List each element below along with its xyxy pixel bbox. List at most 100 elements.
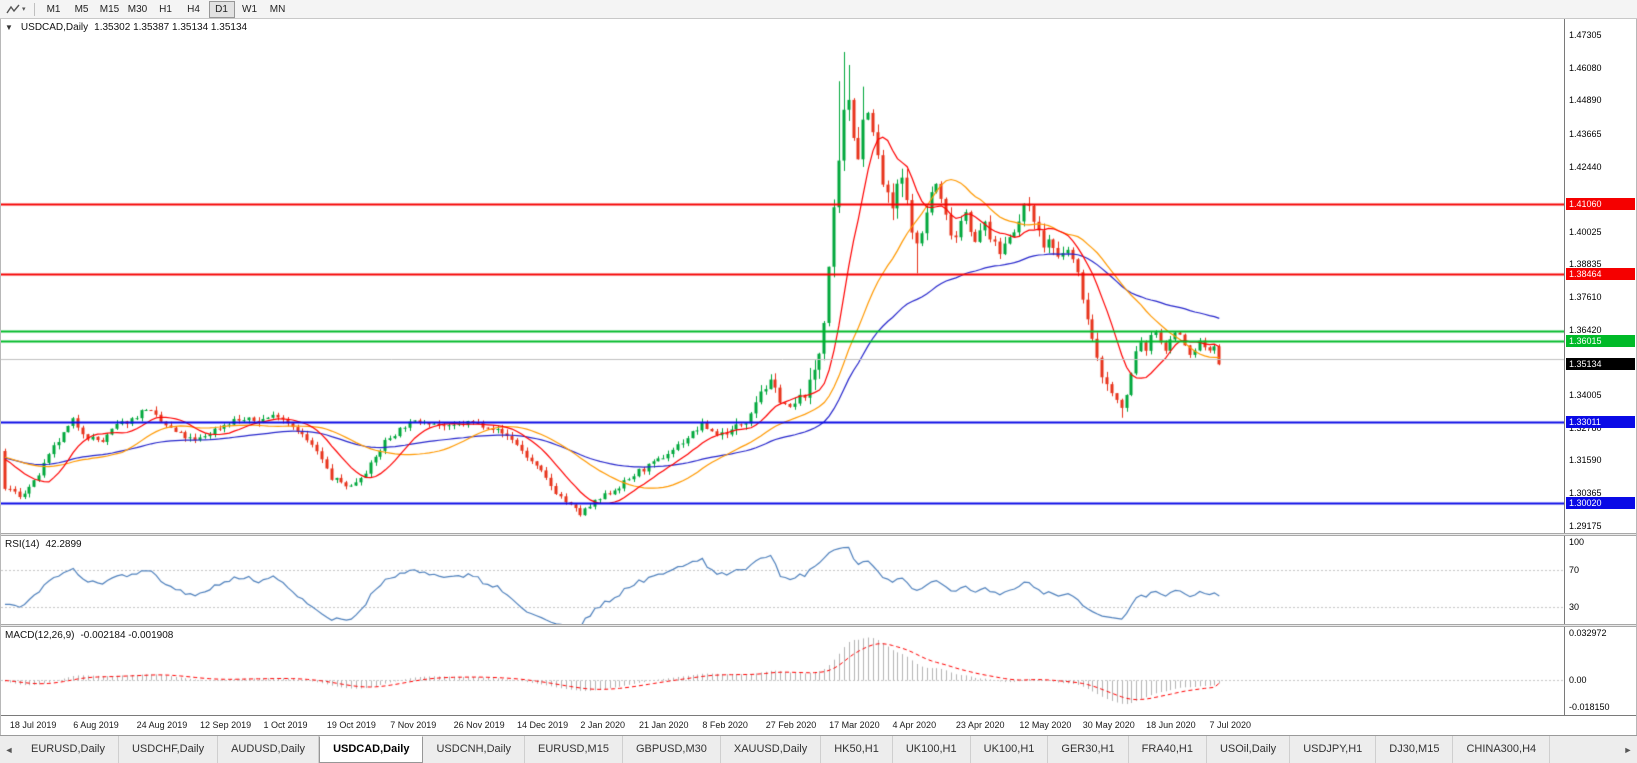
- date-axis-label: 12 Sep 2019: [200, 720, 252, 730]
- timeframe-button-h1[interactable]: H1: [159, 3, 172, 15]
- timeframe-button-h4[interactable]: H4: [187, 3, 200, 15]
- chevron-down-icon: ▾: [22, 5, 26, 13]
- chart-tab-uk100-h1[interactable]: UK100,H1: [893, 736, 971, 763]
- tabs-scroll-right-icon[interactable]: ►: [1623, 744, 1633, 755]
- chart-tool-button[interactable]: ▾: [3, 1, 29, 18]
- chart-tab-usdcnh-daily[interactable]: USDCNH,Daily: [423, 736, 526, 763]
- date-axis-label: 18 Jun 2020: [1146, 720, 1196, 730]
- chart-window: ▼ USDCAD,Daily 1.35302 1.35387 1.35134 1…: [0, 19, 1637, 735]
- timeframe-button-group: M1 M5 M15 M30 H1 H4 D1 W1 MN: [40, 0, 292, 18]
- chart-tab-ger30-h1[interactable]: GER30,H1: [1048, 736, 1129, 763]
- price-axis-tick: 1.29175: [1569, 520, 1602, 531]
- price-axis-tick: 1.40025: [1569, 227, 1602, 238]
- chart-tab-audusd-daily[interactable]: AUDUSD,Daily: [218, 736, 320, 763]
- date-axis-label: 2 Jan 2020: [580, 720, 625, 730]
- panel-splitter-rsi[interactable]: [1, 533, 1636, 536]
- price-axis-tick: 1.32780: [1569, 423, 1602, 434]
- price-axis-tick: 1.30365: [1569, 488, 1602, 499]
- macd-label: MACD(12,26,9) -0.002184 -0.001908: [5, 630, 173, 641]
- macd-axis-tick: 0.00: [1569, 675, 1587, 686]
- one-click-trading-toggle[interactable]: ▼: [5, 23, 13, 32]
- rsi-axis-tick: 70: [1569, 565, 1580, 576]
- rsi-indicator-value: 42.2899: [45, 539, 82, 550]
- date-axis-label: 8 Feb 2020: [702, 720, 748, 730]
- date-axis-label: 23 Apr 2020: [955, 720, 1005, 730]
- timeframe-button-m30[interactable]: M30: [127, 3, 148, 15]
- price-axis-tick: 1.44890: [1569, 95, 1602, 106]
- chart-tab-eurusd-m15[interactable]: EURUSD,M15: [525, 736, 623, 763]
- price-axis-tick: 1.37610: [1569, 292, 1602, 303]
- macd-indicator-name: MACD(12,26,9): [5, 630, 75, 641]
- chart-tab-usdchf-daily[interactable]: USDCHF,Daily: [119, 736, 219, 763]
- chart-tabs: EURUSD,Daily USDCHF,Daily AUDUSD,Daily USDC…: [18, 736, 1619, 763]
- chart-tab-fra40-h1[interactable]: FRA40,H1: [1129, 736, 1207, 763]
- chart-tab-usdjpy-h1[interactable]: USDJPY,H1: [1290, 736, 1377, 763]
- rsi-canvas[interactable]: [1, 536, 1564, 624]
- date-axis-label: 18 Jul 2019: [9, 720, 57, 730]
- date-axis-label: 12 May 2020: [1019, 720, 1072, 730]
- hline-price-marker: 1.36015: [1566, 334, 1635, 347]
- toolbar-separator: [33, 2, 35, 16]
- timeframe-button-m1[interactable]: M1: [46, 3, 61, 15]
- timeframe-button-d1[interactable]: D1: [208, 0, 235, 18]
- date-axis-label: 19 Oct 2019: [326, 720, 376, 730]
- macd-axis-tick: 0.032972: [1569, 627, 1607, 638]
- price-axis-tick: 1.38835: [1569, 259, 1602, 270]
- rsi-axis-tick: 30: [1569, 602, 1580, 613]
- chart-tab-usoil-daily[interactable]: USOil,Daily: [1207, 736, 1291, 763]
- date-axis-label: 21 Jan 2020: [638, 720, 689, 730]
- periodicity-toolbar: ▾ M1 M5 M15 M30 H1 H4 D1 W1 MN: [0, 0, 1637, 19]
- tabs-scroll-left-icon[interactable]: ◄: [4, 744, 14, 755]
- rsi-axis-tick: 100: [1569, 537, 1585, 548]
- date-axis-label: 14 Dec 2019: [517, 720, 569, 730]
- rsi-indicator-name: RSI(14): [5, 539, 40, 550]
- date-axis-label: 1 Oct 2019: [263, 720, 308, 730]
- rsi-indicator-panel: RSI(14) 42.2899 100 70 30: [1, 536, 1636, 624]
- timeframe-button-mn[interactable]: MN: [269, 3, 286, 15]
- macd-axis[interactable]: 0.032972 0.00 -0.018150: [1564, 627, 1636, 715]
- chart-tab-dj30-m15[interactable]: DJ30,M15: [1376, 736, 1454, 763]
- rsi-label: RSI(14) 42.2899: [5, 539, 82, 550]
- panel-splitter-macd[interactable]: [1, 624, 1636, 627]
- chart-title: ▼ USDCAD,Daily 1.35302 1.35387 1.35134 1…: [5, 22, 247, 33]
- hline-price-marker: 1.41060: [1566, 198, 1635, 211]
- chart-tab-xauusd-daily[interactable]: XAUUSD,Daily: [721, 736, 822, 763]
- timeframe-button-m5[interactable]: M5: [74, 3, 89, 15]
- hline-price-marker: 1.30020: [1566, 496, 1635, 509]
- date-axis-label: 7 Nov 2019: [390, 720, 437, 730]
- date-axis-label: 30 May 2020: [1082, 720, 1135, 730]
- date-axis-label: 4 Apr 2020: [892, 720, 937, 730]
- date-axis[interactable]: 18 Jul 2019 6 Aug 2019 24 Aug 2019 12 Sep 2…: [1, 715, 1636, 735]
- date-axis-label: 7 Jul 2020: [1209, 720, 1252, 730]
- zigzag-line-icon: [6, 4, 20, 14]
- hline-price-marker: 1.33011: [1566, 415, 1635, 428]
- price-axis[interactable]: 1.47305 1.46080 1.44890 1.43665 1.42440 1.400…: [1564, 19, 1636, 533]
- chart-tab-china300-h4[interactable]: CHINA300,H4: [1453, 736, 1551, 763]
- chart-tab-gbpusd-m30[interactable]: GBPUSD,M30: [623, 736, 721, 763]
- macd-canvas[interactable]: [1, 627, 1564, 715]
- chart-tab-usdcad-daily[interactable]: USDCAD,Daily: [319, 736, 424, 763]
- macd-indicator-values: -0.002184 -0.001908: [80, 630, 174, 641]
- price-axis-tick: 1.31590: [1569, 455, 1602, 466]
- date-axis-label: 6 Aug 2019: [73, 720, 119, 730]
- current-price-marker: 1.35134: [1566, 358, 1635, 371]
- hline-price-marker: 1.38464: [1566, 268, 1635, 281]
- price-axis-tick: 1.34005: [1569, 389, 1602, 400]
- price-axis-tick: 1.42440: [1569, 161, 1602, 172]
- price-axis-tick: 1.46080: [1569, 63, 1602, 74]
- date-axis-label: 17 Mar 2020: [829, 720, 880, 730]
- date-axis-label: 27 Feb 2020: [765, 720, 817, 730]
- chart-tab-eurusd-daily[interactable]: EURUSD,Daily: [18, 736, 119, 763]
- date-axis-label: 26 Nov 2019: [453, 720, 505, 730]
- price-chart-panel: ▼ USDCAD,Daily 1.35302 1.35387 1.35134 1…: [1, 19, 1636, 533]
- timeframe-button-w1[interactable]: W1: [242, 3, 258, 15]
- price-axis-tick: 1.36420: [1569, 324, 1602, 335]
- price-axis-tick: 1.43665: [1569, 128, 1602, 139]
- chart-tab-hk50-h1[interactable]: HK50,H1: [821, 736, 893, 763]
- timeframe-button-m15[interactable]: M15: [99, 3, 120, 15]
- chart-tab-uk100-h1[interactable]: UK100,H1: [971, 736, 1049, 763]
- main-chart-canvas[interactable]: [1, 19, 1564, 533]
- chart-tabbar: ◄ EURUSD,Daily USDCHF,Daily AUDUSD,Daily US…: [0, 735, 1637, 763]
- rsi-axis[interactable]: 100 70 30: [1564, 536, 1636, 624]
